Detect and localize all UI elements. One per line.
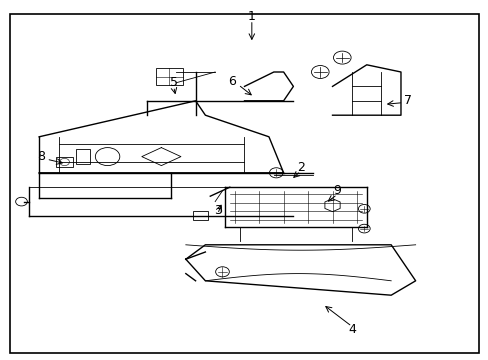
Bar bbox=[193, 211, 207, 220]
Text: 8: 8 bbox=[38, 150, 45, 163]
Text: 7: 7 bbox=[404, 94, 411, 107]
Text: 3: 3 bbox=[213, 204, 221, 217]
Bar bbox=[76, 149, 90, 164]
Bar bbox=[156, 68, 183, 85]
Bar bbox=[56, 157, 73, 167]
Text: 1: 1 bbox=[247, 10, 255, 23]
Text: 4: 4 bbox=[347, 323, 355, 336]
Text: 5: 5 bbox=[169, 76, 177, 89]
Text: 9: 9 bbox=[333, 184, 341, 197]
Text: 6: 6 bbox=[228, 75, 236, 87]
Text: 2: 2 bbox=[296, 161, 304, 174]
